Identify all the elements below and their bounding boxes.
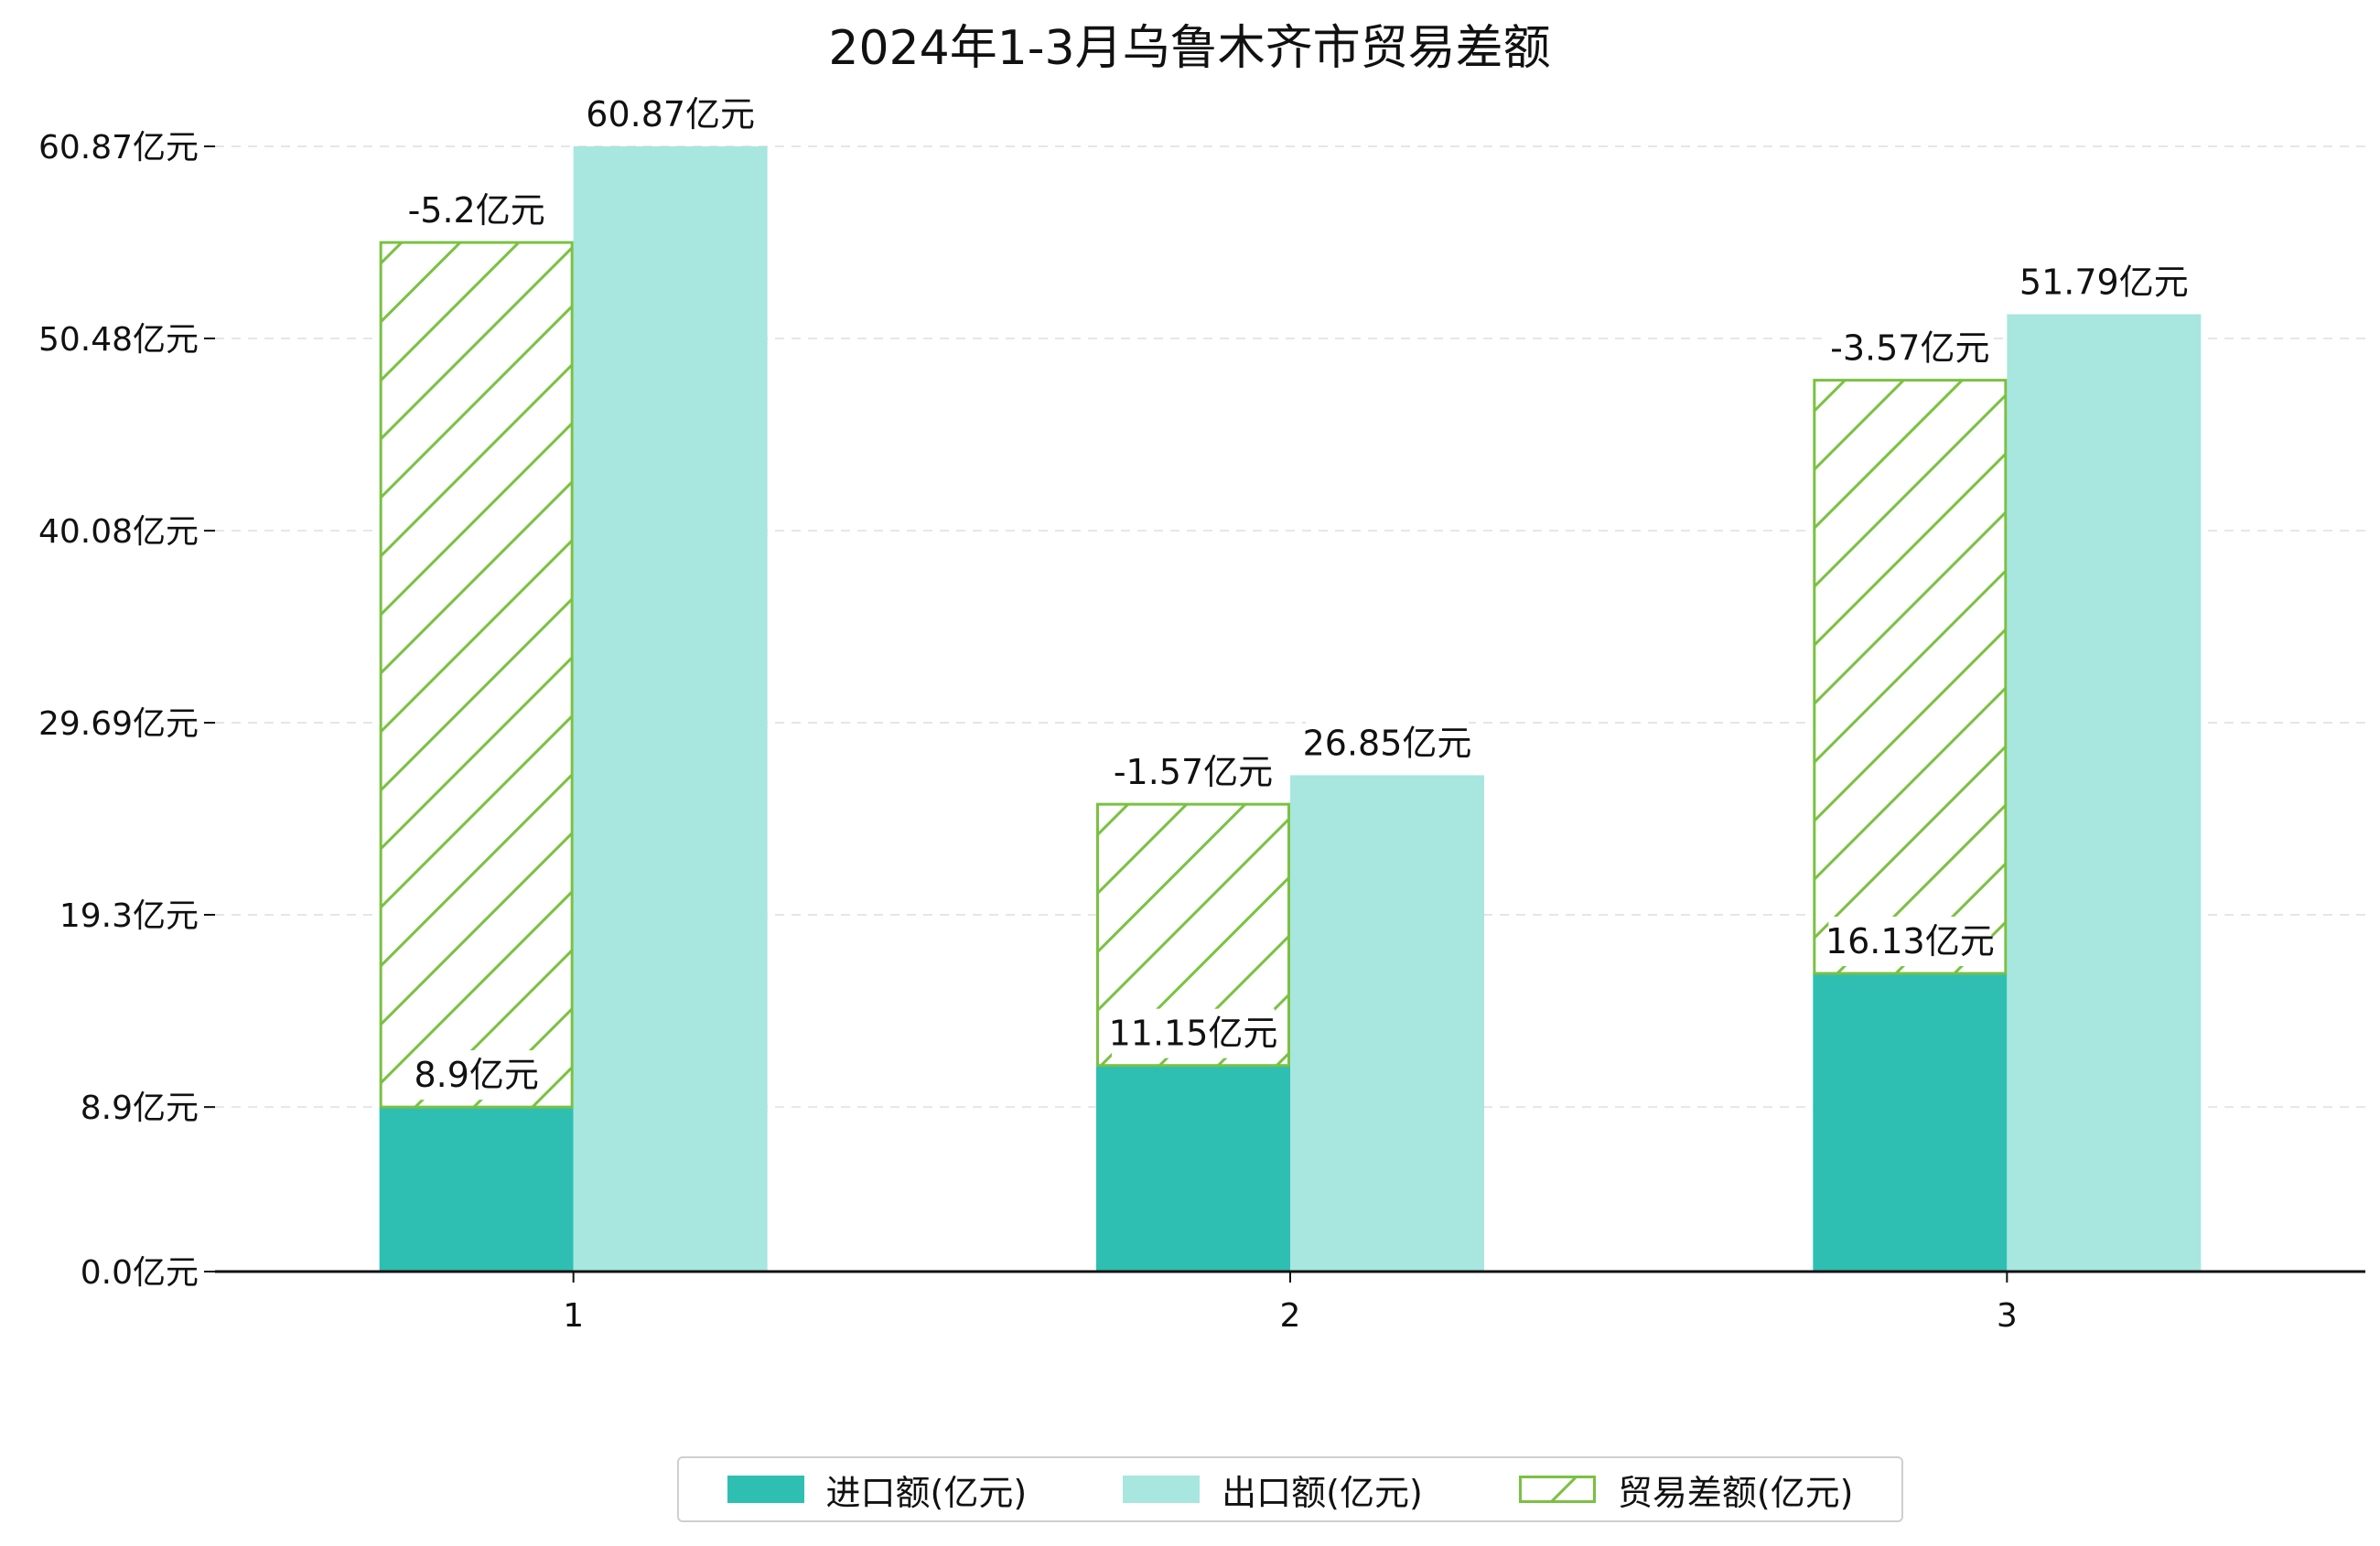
legend-item-balance: 贸易差额(亿元) bbox=[1518, 1465, 1854, 1515]
legend: 进口额(亿元) 出口额(亿元) 贸易差额(亿元) bbox=[677, 1456, 1903, 1522]
y-tick-label: 29.69亿元 bbox=[38, 705, 199, 743]
legend-label-export: 出口额(亿元) bbox=[1222, 1472, 1423, 1513]
legend-swatch-export bbox=[1123, 1476, 1201, 1503]
chart-title: 2024年1-3月乌鲁木齐市贸易差额 bbox=[828, 21, 1550, 76]
bar-trade-balance bbox=[1813, 379, 2008, 975]
data-label-import: 16.13亿元 bbox=[1825, 921, 1995, 961]
data-label-import: 11.15亿元 bbox=[1109, 1014, 1278, 1054]
legend-label-balance: 贸易差额(亿元) bbox=[1617, 1472, 1854, 1513]
data-label-trade-balance: -3.57亿元 bbox=[1830, 328, 1989, 369]
data-label-trade-balance-bg bbox=[1828, 323, 1992, 373]
y-tick-label: 0.0亿元 bbox=[81, 1254, 199, 1292]
y-tick-label: 8.9亿元 bbox=[81, 1090, 199, 1127]
bars-layer bbox=[379, 146, 2202, 1272]
data-label-trade-balance: -1.57亿元 bbox=[1114, 752, 1273, 792]
data-label-export: 26.85亿元 bbox=[1303, 723, 1472, 763]
bar-import bbox=[1096, 1065, 1290, 1272]
data-label-import-bg bbox=[1112, 1008, 1275, 1058]
data-label-trade-balance: -5.2亿元 bbox=[408, 190, 545, 231]
x-tick-label: 1 bbox=[563, 1297, 584, 1335]
label-layer: -5.2亿元 60.87亿元 8.9亿元 -1.57亿元 26.85亿元 11.15亿元 -… bbox=[404, 90, 2189, 1100]
data-label-trade-balance-bg bbox=[1112, 747, 1275, 798]
bar-export bbox=[573, 146, 768, 1272]
data-label-trade-balance-bg bbox=[404, 186, 548, 236]
bar-trade-balance bbox=[379, 241, 574, 1109]
x-tick-label: 3 bbox=[1997, 1297, 2018, 1335]
axis-layer: 0.0亿元 8.9亿元 19.3亿元 29.69亿元 40.08亿元 50.48亿元 60.… bbox=[38, 129, 2365, 1335]
y-tick-label: 40.08亿元 bbox=[38, 513, 199, 551]
legend-label-import: 进口额(亿元) bbox=[825, 1472, 1028, 1513]
data-label-export: 60.87亿元 bbox=[586, 94, 755, 134]
bar-import bbox=[1813, 973, 2008, 1272]
legend-item-import: 进口额(亿元) bbox=[727, 1465, 1028, 1515]
data-label-export: 51.79亿元 bbox=[2019, 262, 2189, 302]
legend-swatch-import bbox=[727, 1476, 804, 1503]
data-label-export-bg bbox=[2022, 257, 2186, 307]
bar-import bbox=[379, 1107, 574, 1272]
data-label-import: 8.9亿元 bbox=[414, 1055, 538, 1095]
data-label-export-bg bbox=[1306, 718, 1469, 768]
y-tick-label: 60.87亿元 bbox=[38, 129, 199, 166]
data-label-import-bg bbox=[415, 1050, 538, 1100]
bar-export bbox=[1290, 775, 1484, 1272]
data-label-import-bg bbox=[1828, 917, 1992, 967]
legend-swatch-balance bbox=[1518, 1476, 1596, 1503]
legend-item-export: 出口额(亿元) bbox=[1123, 1465, 1423, 1515]
y-tick-label: 19.3亿元 bbox=[59, 897, 199, 935]
bar-export bbox=[2007, 314, 2202, 1272]
data-label-export-bg bbox=[588, 90, 752, 139]
x-tick-label: 2 bbox=[1280, 1297, 1301, 1335]
y-tick-label: 50.48亿元 bbox=[38, 321, 199, 359]
